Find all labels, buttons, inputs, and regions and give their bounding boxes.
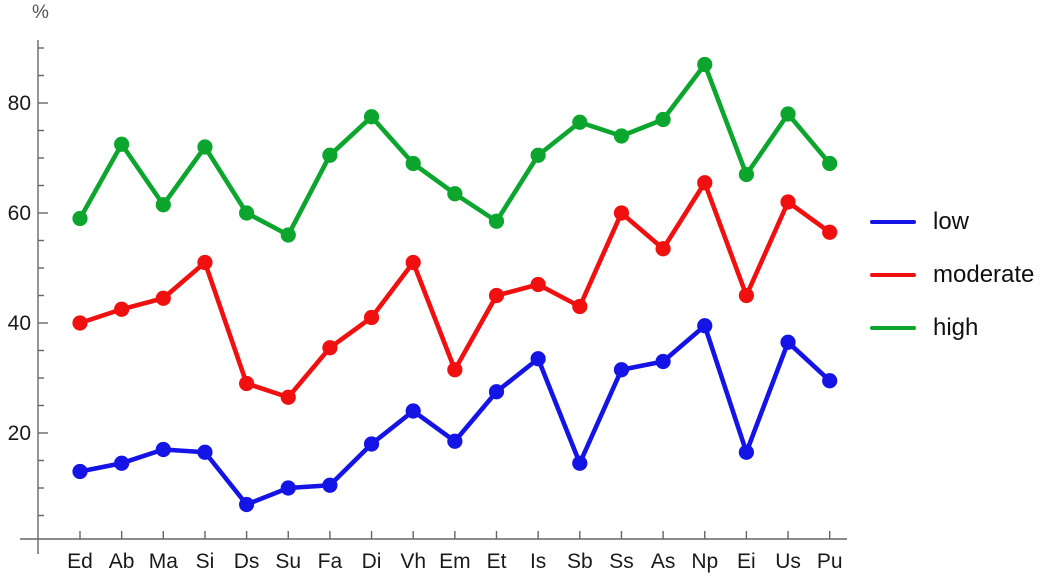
legend-swatch-high (870, 325, 916, 331)
y-tick-label: 20 (8, 422, 31, 445)
x-tick-label: Vh (400, 550, 426, 573)
data-point-low-Us (780, 334, 796, 350)
data-point-high-Fa (322, 147, 338, 163)
data-point-moderate-As (655, 241, 671, 257)
data-point-high-Sb (572, 114, 588, 130)
data-point-moderate-Di (363, 309, 380, 326)
data-point-high-Di (363, 109, 380, 125)
data-point-moderate-Ab (114, 301, 130, 317)
legend: low moderate high (870, 207, 1034, 343)
data-point-moderate-Et (488, 287, 505, 304)
y-tick-label: 40 (8, 312, 31, 335)
data-point-high-Is (530, 147, 546, 163)
data-point-low-Et (488, 384, 505, 400)
data-point-low-Sb (572, 455, 588, 471)
data-point-high-Ab (114, 136, 130, 152)
x-tick-label: Fa (318, 550, 343, 573)
x-tick-label: Ma (149, 550, 178, 573)
x-tick-label: As (651, 550, 676, 573)
data-point-low-Vh (405, 403, 421, 419)
x-tick-label: Ss (609, 550, 634, 573)
data-point-low-Su (280, 480, 296, 496)
y-axis-unit-label: % (32, 2, 49, 23)
legend-item-high: high (870, 313, 1034, 343)
data-point-moderate-Pu (822, 224, 838, 240)
data-point-moderate-Vh (405, 254, 421, 271)
data-point-moderate-Ed (72, 315, 88, 331)
data-point-high-Ds (239, 205, 255, 221)
data-point-low-Si (197, 444, 213, 460)
x-tick-label: Em (439, 550, 471, 573)
data-point-moderate-Fa (322, 340, 338, 356)
x-tick-label: Ei (737, 550, 756, 573)
legend-item-low: low (870, 207, 1034, 237)
data-point-high-Si (197, 139, 213, 155)
data-point-moderate-Np (697, 175, 713, 191)
series-line-low (77, 323, 833, 507)
data-point-moderate-Em (447, 362, 463, 378)
x-tick-label: Ds (234, 550, 260, 573)
data-point-low-Ss (613, 362, 630, 378)
data-point-moderate-Ss (613, 205, 630, 221)
data-point-high-Pu (822, 155, 838, 172)
legend-swatch-moderate (870, 272, 916, 278)
data-point-low-Ab (114, 455, 130, 471)
data-point-low-Pu (822, 373, 838, 389)
data-point-high-Et (488, 213, 505, 229)
x-tick-label: Su (275, 550, 301, 573)
data-point-low-Np (697, 318, 713, 334)
data-point-low-As (655, 353, 671, 370)
data-point-moderate-Ei (738, 287, 755, 304)
x-tick-label: Np (691, 550, 718, 573)
data-point-high-Ss (613, 128, 630, 144)
data-point-low-Fa (322, 477, 338, 493)
x-tick-label: Ed (67, 550, 93, 573)
legend-item-moderate: moderate (870, 260, 1034, 290)
legend-label-low: low (933, 208, 970, 235)
data-point-high-As (655, 111, 671, 128)
data-point-moderate-Ma (155, 290, 171, 306)
legend-label-moderate: moderate (933, 261, 1035, 288)
data-point-low-Ei (738, 444, 755, 460)
x-tick-label: Di (362, 550, 382, 573)
data-point-low-Ed (72, 463, 88, 480)
x-tick-label: Et (487, 550, 507, 573)
legend-label-high: high (933, 314, 979, 341)
data-point-moderate-Us (780, 194, 796, 210)
x-tick-label: Ab (109, 550, 135, 573)
series-line-high (77, 62, 833, 238)
data-point-low-Ds (239, 496, 255, 513)
data-point-high-Us (780, 106, 796, 122)
data-point-high-Su (280, 227, 296, 243)
data-point-high-Em (447, 186, 463, 202)
legend-swatch-low (870, 219, 916, 225)
y-tick-label: 80 (8, 92, 31, 115)
data-point-moderate-Su (280, 389, 296, 405)
data-point-low-Em (447, 433, 463, 449)
data-point-moderate-Sb (572, 298, 588, 315)
data-point-high-Np (697, 56, 713, 73)
data-point-high-Ed (72, 210, 88, 227)
data-point-moderate-Ds (239, 375, 255, 392)
x-tick-label: Pu (817, 550, 843, 573)
y-tick-label: 60 (8, 202, 31, 225)
data-point-high-Ei (738, 166, 755, 183)
data-point-moderate-Is (530, 276, 546, 293)
x-tick-label: Is (530, 550, 546, 573)
x-tick-label: Si (196, 550, 215, 573)
data-point-low-Di (363, 436, 380, 452)
data-point-low-Ma (155, 441, 171, 458)
x-tick-label: Us (775, 550, 801, 573)
x-tick-label: Sb (567, 550, 593, 573)
data-point-high-Vh (405, 155, 421, 172)
data-point-high-Ma (155, 197, 171, 213)
data-point-low-Is (530, 351, 546, 367)
data-point-moderate-Si (197, 254, 213, 271)
